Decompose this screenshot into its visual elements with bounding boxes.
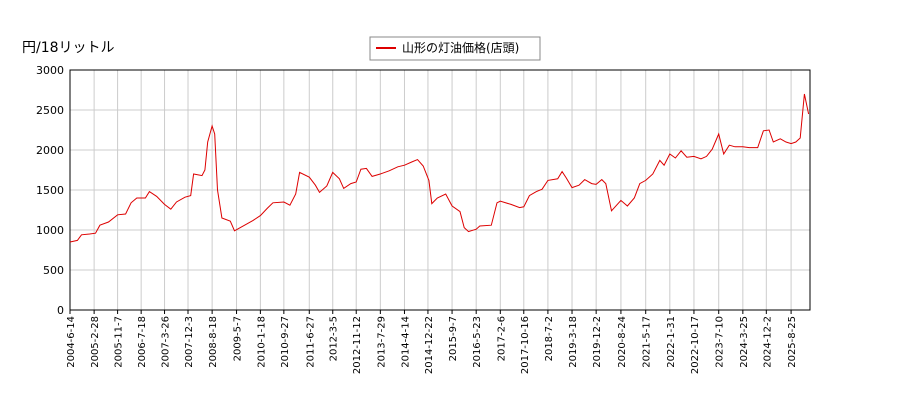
y-tick-label: 1000	[36, 224, 64, 237]
x-tick-label: 2018-7-2	[544, 316, 555, 361]
y-tick-label: 500	[43, 264, 64, 277]
x-tick-label: 2020-8-24	[617, 316, 628, 368]
x-tick-label: 2019-3-18	[568, 316, 579, 368]
y-axis-unit: 円/18リットル	[22, 40, 115, 56]
x-tick-label: 2024-12-2	[762, 316, 773, 368]
x-tick-label: 2007-12-3	[184, 316, 195, 368]
x-tick-label: 2022-10-17	[690, 316, 701, 374]
x-tick-label: 2010-9-27	[280, 316, 291, 368]
x-tick-label: 2005-2-28	[90, 316, 101, 368]
x-tick-label: 2012-11-12	[352, 316, 363, 374]
y-tick-label: 1500	[36, 184, 64, 197]
x-tick-label: 2017-2-6	[496, 316, 507, 361]
x-tick-label: 2023-7-10	[715, 316, 726, 368]
y-tick-label: 2500	[36, 104, 64, 117]
x-tick-label: 2021-5-17	[642, 316, 653, 368]
x-tick-label: 2012-3-5	[329, 316, 340, 361]
x-tick-label: 2019-12-2	[592, 316, 603, 368]
x-tick-label: 2010-1-18	[256, 316, 267, 368]
x-tick-label: 2011-6-27	[305, 316, 316, 368]
y-tick-label: 3000	[36, 64, 64, 77]
x-tick-label: 2013-7-29	[376, 316, 387, 368]
legend: 山形の灯油価格(店頭)	[369, 36, 541, 61]
x-tick-label: 2025-8-25	[787, 316, 798, 368]
y-tick-label: 0	[57, 304, 64, 317]
x-tick-label: 2024-3-25	[739, 316, 750, 368]
x-tick-label: 2017-10-16	[520, 316, 531, 374]
y-tick-label: 2000	[36, 144, 64, 157]
data-line	[69, 93, 810, 243]
x-tick-label: 2005-11-7	[114, 316, 125, 368]
x-tick-label: 2006-7-18	[137, 316, 148, 368]
x-tick-label: 2014-4-14	[400, 316, 411, 368]
x-tick-label: 2009-5-7	[233, 316, 244, 361]
x-tick-label: 2022-1-31	[666, 316, 677, 368]
x-tick-label: 2007-3-26	[161, 316, 172, 368]
legend-box	[369, 36, 541, 61]
x-tick-label: 2008-8-18	[208, 316, 219, 368]
x-tick-label: 2016-5-23	[472, 316, 483, 368]
x-tick-label: 2014-12-22	[424, 316, 435, 374]
plot-frame	[69, 69, 811, 311]
x-tick-label: 2004-6-14	[66, 316, 77, 368]
legend-label: 山形の灯油価格(店頭)	[402, 40, 519, 55]
x-tick-label: 2015-9-7	[448, 316, 459, 361]
